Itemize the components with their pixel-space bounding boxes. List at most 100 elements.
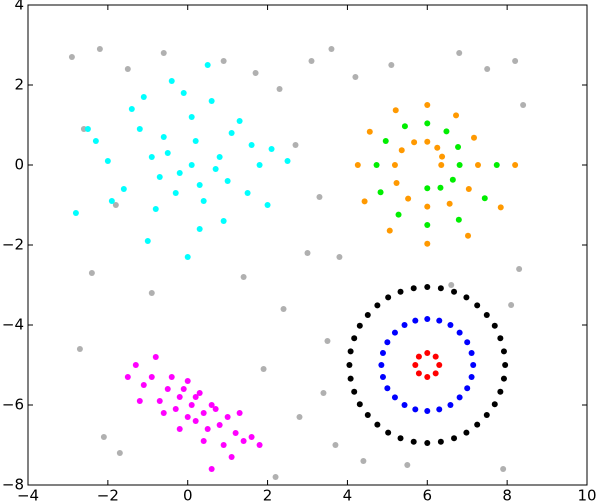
scatter-point: [316, 194, 323, 200]
scatter-point: [437, 184, 444, 191]
scatter-point: [196, 182, 203, 188]
scatter-point: [124, 66, 131, 72]
scatter-point: [176, 170, 183, 176]
scatter-point: [455, 216, 462, 223]
scatter-point: [443, 128, 450, 135]
x-tick-label: 6: [423, 487, 433, 503]
scatter-point: [224, 178, 231, 184]
scatter-point: [401, 322, 408, 328]
scatter-point: [436, 317, 443, 324]
scatter-point: [184, 254, 191, 260]
scatter-point: [200, 438, 207, 444]
scatter-point: [463, 429, 470, 436]
scatter-point: [148, 154, 155, 160]
scatter-point: [144, 238, 151, 244]
x-tick-label: −4: [17, 487, 39, 503]
scatter-point: [108, 198, 115, 204]
y-tick-label: 0: [14, 156, 24, 174]
scatter-point: [276, 86, 283, 92]
scatter-point: [220, 218, 227, 224]
scatter-point: [456, 162, 463, 168]
scatter-point: [512, 58, 519, 64]
scatter-point: [386, 227, 393, 234]
scatter-point: [264, 202, 271, 208]
scatter-point: [76, 346, 83, 352]
scatter-point: [497, 204, 504, 211]
scatter-point: [424, 240, 431, 247]
scatter-point: [200, 198, 207, 204]
scatter-point: [447, 402, 454, 408]
scatter-point: [160, 410, 167, 416]
scatter-point: [424, 203, 431, 210]
scatter-point: [424, 102, 431, 108]
scatter-point: [160, 134, 167, 140]
scatter-point: [384, 385, 391, 392]
scatter-point: [424, 284, 431, 290]
scatter-point: [140, 382, 147, 388]
scatter-point: [410, 285, 417, 292]
scatter-point: [252, 70, 259, 76]
scatter-point: [500, 348, 507, 355]
scatter-point: [248, 142, 255, 148]
scatter-point: [451, 288, 458, 295]
scatter-point: [212, 406, 219, 412]
scatter-point: [240, 438, 247, 444]
scatter-point: [116, 450, 123, 456]
scatter-point: [483, 412, 490, 418]
scatter-point: [374, 421, 381, 428]
plot-area: [68, 46, 527, 480]
scatter-point: [502, 362, 509, 368]
scatter-point: [256, 162, 263, 168]
scatter-point: [351, 335, 358, 342]
scatter-point: [438, 162, 445, 168]
scatter-point: [296, 414, 303, 420]
scatter-point: [260, 366, 267, 372]
scatter-point: [236, 118, 243, 124]
scatter-point: [128, 106, 135, 112]
scatter-point: [424, 440, 431, 446]
scatter-point: [196, 226, 203, 232]
scatter-point: [497, 388, 504, 395]
scatter-point: [464, 339, 471, 346]
scatter-point: [328, 46, 335, 52]
scatter-point: [347, 375, 354, 382]
scatter-point: [248, 434, 255, 440]
scatter-point: [228, 454, 235, 460]
scatter-point: [401, 402, 408, 408]
scatter-point: [392, 107, 399, 114]
scatter-point: [272, 474, 279, 480]
scatter-point: [156, 398, 163, 404]
scatter-point: [188, 162, 195, 168]
scatter-point: [412, 317, 419, 324]
scatter-point: [481, 195, 488, 202]
scatter-point: [449, 176, 456, 183]
scatter-point: [308, 58, 315, 64]
scatter-point: [424, 222, 431, 228]
scatter-point: [212, 166, 219, 172]
scatter-point: [391, 329, 398, 336]
scatter-point: [434, 144, 441, 151]
scatter-point: [424, 120, 431, 127]
scatter-point: [437, 285, 444, 292]
scatter-point: [172, 406, 179, 412]
scatter-point: [92, 138, 99, 144]
scatter-point: [398, 147, 405, 154]
scatter-point: [228, 130, 235, 136]
scatter-point: [432, 353, 439, 360]
scatter-point: [220, 442, 227, 448]
scatter-point: [152, 206, 159, 212]
scatter-point: [411, 139, 418, 146]
scatter-point: [456, 394, 463, 401]
scatter-point: [468, 374, 475, 380]
scatter-point: [451, 435, 458, 442]
x-tick-label: −2: [97, 487, 119, 503]
scatter-point: [468, 350, 475, 356]
scatter-point: [512, 162, 519, 168]
scatter-point: [324, 338, 331, 344]
scatter-point: [168, 374, 175, 380]
scatter-point: [436, 362, 443, 368]
scatter-point: [356, 401, 363, 408]
y-tick-label: −8: [2, 476, 24, 494]
scatter-point: [96, 46, 103, 52]
scatter-point: [520, 102, 527, 108]
